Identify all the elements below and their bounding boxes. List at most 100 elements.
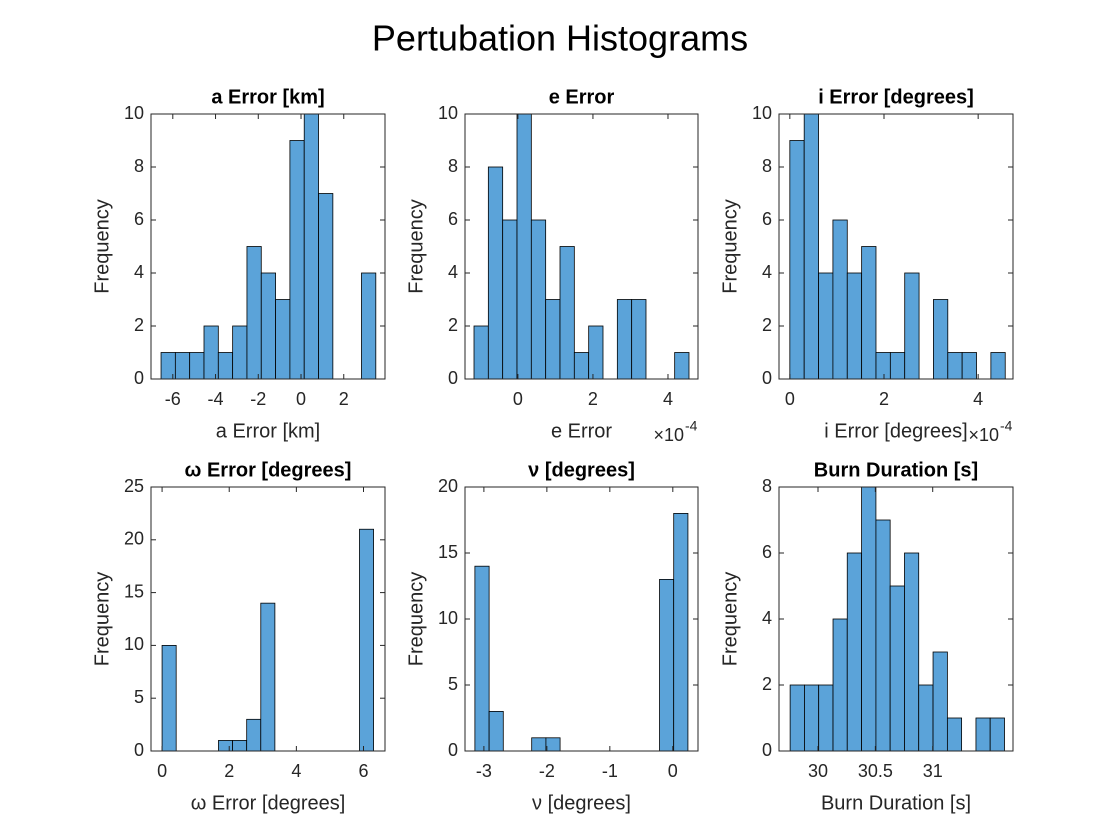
y-tick-label: 6 — [448, 209, 458, 229]
y-tick-label: 6 — [134, 209, 144, 229]
x-tick-label: 4 — [973, 389, 983, 409]
histogram-bar — [616, 299, 633, 380]
histogram-bar — [846, 552, 862, 752]
x-multiplier: ×10 — [653, 425, 684, 445]
y-axis-label: Frequency — [405, 572, 427, 667]
y-tick-label: 0 — [762, 740, 772, 760]
y-tick-label: 10 — [752, 103, 772, 123]
x-tick-label: 2 — [339, 389, 349, 409]
histogram-bar — [975, 717, 991, 752]
subplot-title: e Error — [549, 86, 615, 108]
histogram-bar — [516, 113, 532, 380]
x-tick-label: 30.5 — [858, 761, 893, 781]
histogram-bar — [161, 645, 177, 752]
x-tick-label: 4 — [663, 389, 673, 409]
y-tick-label: 2 — [134, 315, 144, 335]
x-axis-label: ω Error [degrees] — [191, 792, 346, 814]
histogram-bar — [946, 717, 963, 752]
y-tick-label: 4 — [448, 262, 458, 282]
x-tick-label: 0 — [157, 761, 167, 781]
x-tick-label: 0 — [785, 389, 795, 409]
histogram-bar — [289, 140, 305, 380]
histogram-bar — [918, 684, 934, 752]
y-tick-label: 8 — [762, 476, 772, 496]
histogram-bar — [861, 246, 877, 380]
y-tick-label: 25 — [124, 476, 144, 496]
y-tick-label: 4 — [762, 262, 772, 282]
x-multiplier: ×10 — [968, 425, 999, 445]
x-axis-label: e Error — [551, 420, 612, 442]
axes-box — [150, 486, 386, 752]
y-tick-label: 8 — [448, 156, 458, 176]
histogram-bar — [232, 325, 248, 380]
histogram-bar — [904, 272, 920, 380]
histogram-bar — [861, 486, 877, 752]
histogram-bar — [588, 325, 604, 380]
histogram-bar — [217, 352, 234, 380]
x-axis-label: Burn Duration [s] — [821, 792, 971, 814]
histogram-bar — [359, 528, 374, 752]
histogram-bar — [818, 684, 834, 752]
x-tick-label: 0 — [513, 389, 523, 409]
x-tick-label: 6 — [359, 761, 369, 781]
y-tick-label: 2 — [448, 315, 458, 335]
histogram-bar — [990, 352, 1006, 380]
y-tick-label: 4 — [762, 608, 772, 628]
histogram-bar — [473, 325, 489, 380]
histogram-bar — [789, 684, 805, 752]
histogram-bar — [530, 219, 547, 380]
y-axis-label: Frequency — [719, 199, 741, 294]
subplot-title: a Error [km] — [211, 86, 324, 108]
subplot-title: Burn Duration [s] — [814, 459, 978, 481]
y-tick-label: 0 — [448, 740, 458, 760]
histogram-bar — [488, 711, 504, 752]
y-tick-label: 20 — [438, 476, 458, 496]
histogram-bar — [203, 325, 219, 380]
y-axis-label: Frequency — [91, 199, 113, 294]
y-tick-label: 5 — [448, 674, 458, 694]
histogram-bar — [804, 684, 820, 752]
histogram-bar — [260, 272, 276, 380]
y-tick-label: 10 — [438, 103, 458, 123]
histogram-bar — [875, 519, 891, 752]
y-tick-label: 10 — [124, 634, 144, 654]
histogram-bar — [361, 272, 377, 380]
histogram-bar — [803, 113, 819, 380]
axes-box — [778, 113, 1014, 380]
histogram-bar — [904, 552, 920, 752]
histogram-bar — [218, 740, 233, 752]
x-tick-label: 2 — [224, 761, 234, 781]
y-tick-label: 2 — [762, 674, 772, 694]
x-tick-label: 4 — [291, 761, 301, 781]
histogram-bar — [545, 737, 561, 752]
x-tick-label: 31 — [923, 761, 943, 781]
histogram-bar — [275, 299, 291, 380]
y-tick-label: 0 — [448, 368, 458, 388]
histogram-bar — [659, 579, 675, 752]
x-axis-label: ν [degrees] — [532, 792, 631, 814]
y-tick-label: 2 — [762, 315, 772, 335]
y-tick-label: 8 — [134, 156, 144, 176]
y-tick-label: 4 — [134, 262, 144, 282]
axes-box — [150, 113, 386, 380]
histogram-bar — [502, 219, 518, 380]
histogram-bar — [832, 219, 848, 380]
histogram-bar — [846, 272, 863, 380]
x-axis-label: a Error [km] — [216, 420, 320, 442]
y-axis-label: Frequency — [719, 572, 741, 667]
x-multiplier-power: -4 — [685, 418, 698, 434]
histogram-bar — [318, 193, 334, 380]
histogram-bar — [889, 585, 905, 752]
histogram-bar — [789, 140, 805, 380]
x-axis-label: i Error [degrees] — [824, 420, 967, 442]
histogram-bar — [545, 299, 561, 380]
figure-title: Pertubation Histograms — [372, 18, 748, 59]
x-tick-label: -4 — [208, 389, 224, 409]
y-tick-label: 15 — [438, 542, 458, 562]
histogram-bar — [832, 618, 848, 752]
y-tick-label: 8 — [762, 156, 772, 176]
histogram-bar — [487, 166, 504, 380]
histogram-bar — [631, 299, 647, 380]
histogram-bar — [174, 352, 191, 380]
